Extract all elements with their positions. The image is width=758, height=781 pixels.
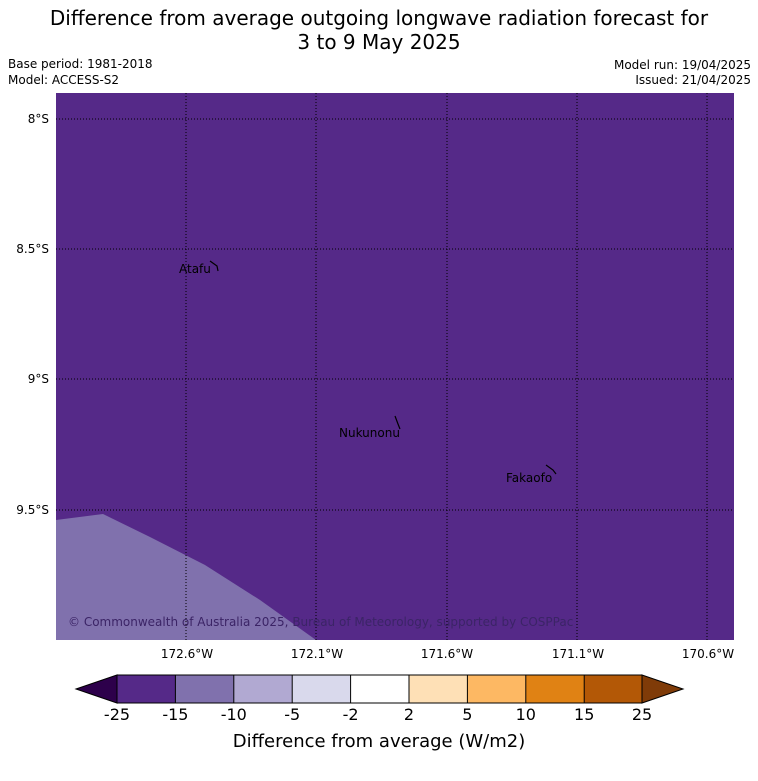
colorbar-tick: -25 bbox=[104, 705, 130, 724]
colorbar-frame bbox=[116, 674, 643, 704]
lat-label: 8.5°S bbox=[16, 242, 49, 256]
gridlines bbox=[56, 93, 734, 640]
place-label-fakaofo: Fakaofo bbox=[506, 471, 552, 485]
title-line-1: Difference from average outgoing longwav… bbox=[49, 6, 709, 30]
model-run-date: Model run: 19/04/2025 bbox=[613, 58, 751, 72]
lat-label: 9.5°S bbox=[16, 503, 49, 517]
colorbar-segment bbox=[525, 675, 585, 703]
colorbar-segment bbox=[175, 675, 234, 703]
lat-label: 9°S bbox=[28, 372, 49, 386]
lon-label: 172.6°W bbox=[161, 647, 213, 661]
lon-label: 170.6°W bbox=[682, 647, 734, 661]
colorbar-label: Difference from average (W/m2) bbox=[233, 731, 525, 752]
colorbar-tick: -5 bbox=[284, 705, 300, 724]
copyright-notice: © Commonwealth of Australia 2025, Bureau… bbox=[68, 615, 573, 629]
colorbar-segment bbox=[292, 675, 351, 703]
colorbar-tick: -2 bbox=[343, 705, 359, 724]
atoll-outlines bbox=[209, 260, 557, 475]
colorbar-tick: 10 bbox=[516, 705, 536, 724]
longitude-labels: 172.6°W 172.1°W 171.6°W 171.1°W 170.6°W bbox=[161, 647, 734, 661]
colorbar-segment bbox=[117, 675, 176, 703]
atoll-atafu-outline bbox=[209, 260, 219, 272]
colorbar-extend-high bbox=[641, 674, 685, 704]
base-period: Base period: 1981-2018 bbox=[8, 57, 153, 71]
place-label-atafu: Atafu bbox=[179, 262, 211, 276]
colorbar-tick: 25 bbox=[632, 705, 652, 724]
colorbar-tick-labels: -25 -15 -10 -5 -2 2 5 10 15 25 bbox=[104, 705, 652, 724]
map-title: Difference from average outgoing longwav… bbox=[0, 6, 758, 54]
colorbar-segment bbox=[584, 675, 642, 703]
model-name: Model: ACCESS-S2 bbox=[8, 73, 120, 87]
colorbar-segment bbox=[467, 675, 526, 703]
colorbar-tick: 15 bbox=[574, 705, 594, 724]
lon-label: 171.1°W bbox=[552, 647, 604, 661]
colorbar: -25 -15 -10 -5 -2 2 5 10 15 25 Differenc… bbox=[74, 674, 685, 752]
title-line-2: 3 to 9 May 2025 bbox=[297, 30, 461, 54]
atoll-nukunonu-outline bbox=[394, 415, 401, 430]
colorbar-segment bbox=[409, 675, 468, 703]
colorbar-tick: 2 bbox=[404, 705, 414, 724]
colorbar-segment bbox=[350, 675, 409, 703]
colorbar-tick: -10 bbox=[221, 705, 247, 724]
lat-label: 8°S bbox=[28, 112, 49, 126]
issued-date: Issued: 21/04/2025 bbox=[635, 73, 751, 87]
colorbar-tick: 5 bbox=[462, 705, 472, 724]
place-label-nukunonu: Nukunonu bbox=[339, 426, 400, 440]
latitude-labels: 8°S 8.5°S 9°S 9.5°S bbox=[16, 112, 49, 517]
colorbar-tick: -15 bbox=[162, 705, 188, 724]
lon-label: 172.1°W bbox=[291, 647, 343, 661]
lon-label: 171.6°W bbox=[421, 647, 473, 661]
place-labels: Atafu Nukunonu Fakaofo bbox=[179, 262, 552, 485]
atoll-fakaofo-outline bbox=[545, 464, 557, 475]
colorbar-segment bbox=[233, 675, 293, 703]
colorbar-dividers bbox=[174, 675, 585, 703]
colorbar-extend-low bbox=[74, 674, 118, 704]
